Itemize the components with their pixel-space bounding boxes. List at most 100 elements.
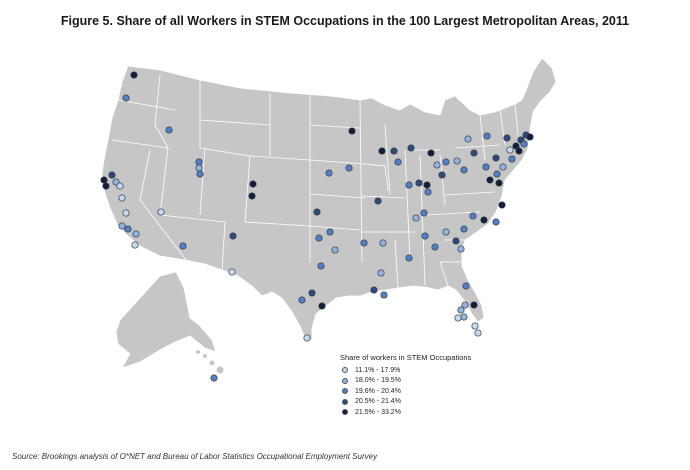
metro-marker: [195, 164, 203, 172]
metro-marker: [412, 214, 420, 222]
source-note: Source: Brookings analysis of O*NET and …: [12, 452, 378, 461]
legend-swatch: [342, 388, 348, 395]
metro-marker: [229, 232, 237, 240]
metro-marker: [118, 222, 126, 230]
metro-marker: [486, 176, 494, 184]
legend-item: 19.6% - 20.4%: [342, 386, 530, 397]
metro-marker: [442, 228, 450, 236]
metro-marker: [457, 306, 465, 314]
metro-marker: [326, 228, 334, 236]
metro-marker: [318, 302, 326, 310]
hawaii-island: [216, 366, 224, 374]
figure-title: Figure 5. Share of all Workers in STEM O…: [60, 14, 630, 28]
legend-swatch: [342, 367, 348, 374]
metro-marker: [390, 147, 398, 155]
metro-marker: [482, 163, 490, 171]
metro-marker: [499, 163, 507, 171]
metro-marker: [248, 192, 256, 200]
metro-marker: [374, 197, 382, 205]
metro-marker: [457, 245, 465, 253]
metro-marker: [345, 164, 353, 172]
metro-marker: [508, 155, 516, 163]
metro-marker: [165, 126, 173, 134]
metro-marker: [122, 94, 130, 102]
legend-label: 20.5% - 21.4%: [355, 398, 401, 406]
metro-marker: [461, 301, 469, 309]
hawaii-island: [209, 360, 215, 366]
legend-item: 11.1% - 17.9%: [342, 365, 530, 376]
metro-marker: [442, 158, 450, 166]
metro-marker: [464, 135, 472, 143]
metro-marker: [179, 242, 187, 250]
metro-marker: [303, 334, 311, 342]
hawaii-island: [203, 354, 207, 358]
metro-marker: [520, 140, 528, 148]
metro-marker: [405, 181, 413, 189]
metro-marker: [470, 149, 478, 157]
metro-marker: [493, 170, 501, 178]
metro-marker: [249, 180, 257, 188]
metro-markers: [100, 71, 534, 382]
metro-marker: [421, 232, 429, 240]
metro-marker: [415, 179, 423, 187]
metro-marker: [506, 146, 514, 154]
metro-marker: [474, 329, 482, 337]
legend-item: 18.0% - 19.5%: [342, 376, 530, 387]
metro-marker: [308, 289, 316, 297]
metro-marker: [116, 182, 124, 190]
legend-swatch: [342, 409, 348, 416]
metro-marker: [515, 147, 523, 155]
metro-marker: [470, 301, 478, 309]
metro-marker: [377, 269, 385, 277]
metro-marker: [427, 149, 435, 157]
metro-marker: [483, 132, 491, 140]
metro-marker: [423, 181, 431, 189]
metro-marker: [370, 286, 378, 294]
hawaii-island: [196, 350, 200, 354]
metro-marker: [394, 158, 402, 166]
metro-marker: [298, 296, 306, 304]
legend-title: Share of workers in STEM Occupations: [340, 353, 472, 362]
state-border-lines: [111, 74, 519, 289]
metro-marker: [503, 134, 511, 142]
metro-marker: [471, 322, 479, 330]
legend-label: 18.0% - 19.5%: [355, 377, 401, 385]
metro-marker: [460, 166, 468, 174]
metro-marker: [124, 225, 132, 233]
metro-marker: [195, 158, 203, 166]
legend-item: 21.5% - 33.2%: [342, 407, 530, 418]
metro-marker: [462, 282, 470, 290]
metro-marker: [132, 230, 140, 238]
metro-marker: [379, 239, 387, 247]
metro-marker: [433, 161, 441, 169]
metro-marker: [378, 147, 386, 155]
metro-marker: [131, 241, 139, 249]
metro-marker: [313, 208, 321, 216]
metro-marker: [438, 171, 446, 179]
metro-marker: [469, 212, 477, 220]
metro-marker: [157, 208, 165, 216]
metro-marker: [492, 154, 500, 162]
metro-marker: [325, 169, 333, 177]
metro-marker: [228, 268, 236, 276]
metro-marker: [317, 262, 325, 270]
metro-marker: [526, 133, 534, 141]
metro-marker: [424, 188, 432, 196]
metro-marker: [454, 314, 462, 322]
metro-marker: [360, 239, 368, 247]
metro-marker: [380, 291, 388, 299]
metro-marker: [498, 201, 506, 209]
metro-marker: [420, 209, 428, 217]
metro-marker: [196, 170, 204, 178]
metro-marker: [480, 216, 488, 224]
legend-swatch: [342, 398, 348, 405]
metro-marker: [100, 176, 108, 184]
legend-label: 19.6% - 20.4%: [355, 387, 401, 395]
metro-marker: [405, 254, 413, 262]
metro-marker: [495, 179, 503, 187]
metro-marker: [108, 171, 116, 179]
metro-marker: [315, 234, 323, 242]
legend-label: 21.5% - 33.2%: [355, 408, 401, 416]
metro-marker: [210, 374, 218, 382]
